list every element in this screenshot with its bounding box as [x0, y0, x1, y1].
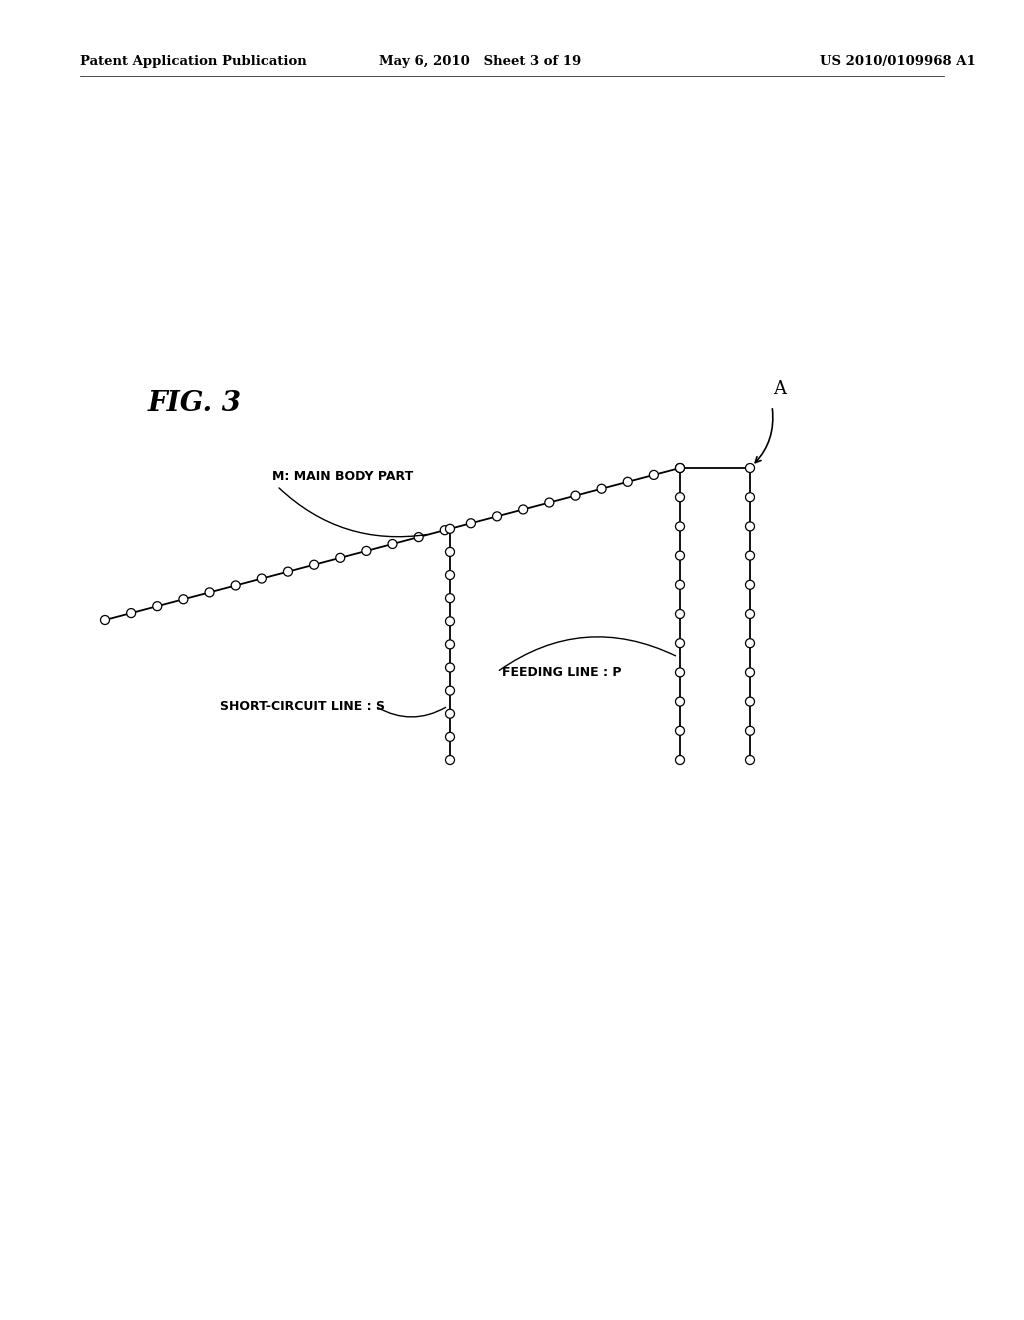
- Circle shape: [127, 609, 135, 618]
- Circle shape: [445, 524, 455, 533]
- Circle shape: [445, 594, 455, 603]
- Circle shape: [745, 463, 755, 473]
- Text: May 6, 2010   Sheet 3 of 19: May 6, 2010 Sheet 3 of 19: [379, 55, 582, 69]
- Circle shape: [445, 663, 455, 672]
- Circle shape: [309, 560, 318, 569]
- Text: US 2010/0109968 A1: US 2010/0109968 A1: [820, 55, 976, 69]
- Circle shape: [231, 581, 241, 590]
- Circle shape: [745, 521, 755, 531]
- Circle shape: [676, 755, 684, 764]
- Circle shape: [745, 668, 755, 677]
- Circle shape: [205, 587, 214, 597]
- Circle shape: [445, 709, 455, 718]
- Circle shape: [676, 463, 684, 473]
- Circle shape: [745, 610, 755, 619]
- Circle shape: [519, 506, 527, 513]
- Circle shape: [745, 552, 755, 560]
- Text: M: MAIN BODY PART: M: MAIN BODY PART: [272, 470, 414, 483]
- Circle shape: [445, 570, 455, 579]
- Circle shape: [466, 519, 475, 528]
- Circle shape: [676, 668, 684, 677]
- Circle shape: [745, 726, 755, 735]
- Circle shape: [676, 552, 684, 560]
- Circle shape: [361, 546, 371, 556]
- Circle shape: [649, 470, 658, 479]
- Text: FIG. 3: FIG. 3: [148, 389, 242, 417]
- Circle shape: [493, 512, 502, 521]
- Circle shape: [676, 492, 684, 502]
- Circle shape: [284, 568, 293, 576]
- Circle shape: [676, 581, 684, 589]
- Circle shape: [676, 726, 684, 735]
- Circle shape: [676, 521, 684, 531]
- Circle shape: [336, 553, 345, 562]
- Circle shape: [545, 498, 554, 507]
- Circle shape: [745, 755, 755, 764]
- Circle shape: [414, 532, 423, 541]
- Circle shape: [745, 492, 755, 502]
- Circle shape: [571, 491, 580, 500]
- Circle shape: [179, 595, 188, 603]
- Circle shape: [445, 686, 455, 696]
- Circle shape: [100, 615, 110, 624]
- Circle shape: [624, 478, 632, 486]
- Circle shape: [445, 548, 455, 557]
- Circle shape: [445, 640, 455, 649]
- Circle shape: [676, 639, 684, 648]
- Circle shape: [388, 540, 397, 549]
- Circle shape: [440, 525, 450, 535]
- Circle shape: [745, 639, 755, 648]
- Text: A: A: [773, 380, 786, 399]
- Circle shape: [257, 574, 266, 583]
- Circle shape: [745, 697, 755, 706]
- Circle shape: [676, 697, 684, 706]
- Text: FEEDING LINE : P: FEEDING LINE : P: [502, 665, 622, 678]
- Text: SHORT-CIRCUIT LINE : S: SHORT-CIRCUIT LINE : S: [220, 700, 385, 713]
- Circle shape: [445, 616, 455, 626]
- Circle shape: [745, 581, 755, 589]
- Circle shape: [597, 484, 606, 494]
- Circle shape: [445, 733, 455, 742]
- Circle shape: [153, 602, 162, 611]
- Circle shape: [676, 610, 684, 619]
- Circle shape: [445, 755, 455, 764]
- Circle shape: [676, 463, 684, 473]
- Text: Patent Application Publication: Patent Application Publication: [80, 55, 307, 69]
